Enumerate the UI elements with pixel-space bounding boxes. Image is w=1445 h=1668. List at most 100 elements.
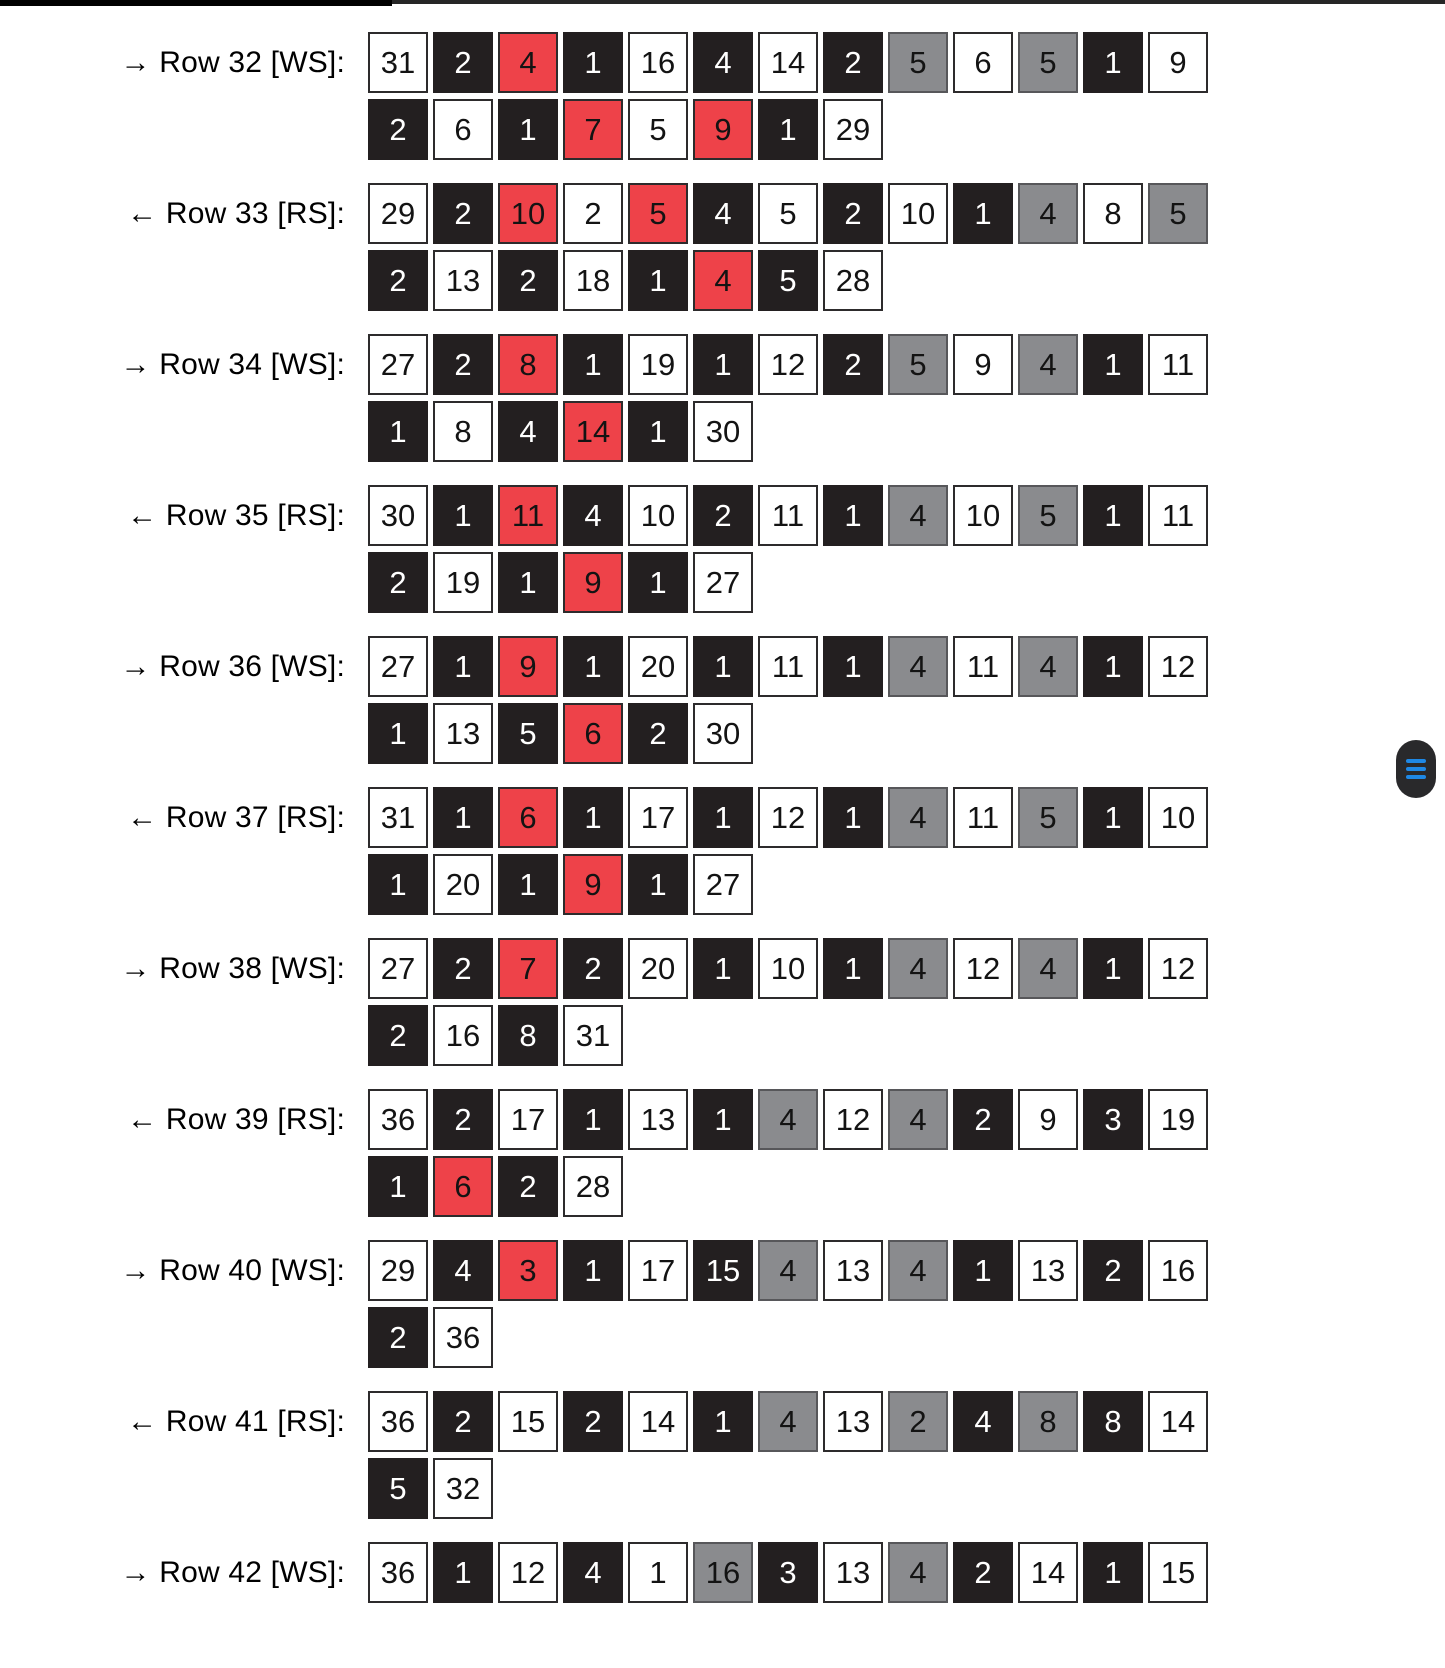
pattern-row: → Row 40 [WS]: 29 4 3 1 17 15 4 13 4 1 13 2 16 2 36: [0, 1240, 1445, 1368]
stitch-cell: 27: [368, 636, 428, 697]
stitch-cell: 13: [628, 1089, 688, 1150]
row-label: ← Row 35 [RS]:: [127, 498, 345, 532]
stitch-cell: 2: [563, 938, 623, 999]
stitch-cell: 6: [433, 1156, 493, 1217]
stitch-cell: 13: [823, 1240, 883, 1301]
stitch-cell: 5: [1018, 32, 1078, 93]
stitch-cell: 4: [888, 1542, 948, 1603]
stitch-cell: 15: [693, 1240, 753, 1301]
stitch-cell: 4: [693, 250, 753, 311]
row-cells: 36 1 12 4 1 16 3 13 4 2 14 1 15: [368, 1542, 1210, 1603]
stitch-cell: 28: [563, 1156, 623, 1217]
stitch-cell: 5: [368, 1458, 428, 1519]
stitch-cell: 12: [758, 787, 818, 848]
stitch-cell: 2: [498, 1156, 558, 1217]
stitch-cell: 1: [563, 32, 623, 93]
stitch-cell: 1: [498, 854, 558, 915]
stitch-cell: 4: [888, 938, 948, 999]
stitch-cell: 9: [1148, 32, 1208, 93]
row-cells: 36 2 15 2 14 1 4 13 2 4 8 8 14 5 32: [368, 1391, 1210, 1519]
stitch-cell: 1: [693, 787, 753, 848]
stitch-cell: 8: [1083, 183, 1143, 244]
stitch-cell: 3: [498, 1240, 558, 1301]
stitch-cell: 5: [628, 183, 688, 244]
pattern-row: ← Row 39 [RS]: 36 2 17 1 13 1 4 12 4 2 9 3 19 1 6 2 28: [0, 1089, 1445, 1217]
stitch-cell: 7: [563, 99, 623, 160]
stitch-cell: 1: [1083, 334, 1143, 395]
pattern-row: → Row 36 [WS]: 27 1 9 1 20 1 11 1 4 11 4 1 12 1 13 5 6 2 30: [0, 636, 1445, 764]
row-cells: 30 1 11 4 10 2 11 1 4 10 5 1 11 2 19 1 9 1 27: [368, 485, 1210, 613]
stitch-cell: 4: [693, 183, 753, 244]
stitch-cell: 1: [563, 636, 623, 697]
stitch-cell: 14: [1018, 1542, 1078, 1603]
stitch-cell: 36: [433, 1307, 493, 1368]
stitch-cell: 4: [888, 636, 948, 697]
stitch-cell: 10: [953, 485, 1013, 546]
stitch-cell: 29: [368, 1240, 428, 1301]
stitch-cell: 1: [953, 1240, 1013, 1301]
stitch-cell: 17: [628, 787, 688, 848]
pattern-row: ← Row 41 [RS]: 36 2 15 2 14 1 4 13 2 4 8 8 14 5 32: [0, 1391, 1445, 1519]
row-label: → Row 36 [WS]:: [120, 649, 345, 683]
row-label: → Row 42 [WS]:: [120, 1555, 345, 1589]
stitch-cell: 12: [1148, 636, 1208, 697]
stitch-cell: 4: [1018, 334, 1078, 395]
stitch-cell: 2: [693, 485, 753, 546]
stitch-cell: 1: [1083, 1542, 1143, 1603]
stitch-cell: 4: [888, 787, 948, 848]
stitch-cell: 19: [628, 334, 688, 395]
stitch-cell: 12: [953, 938, 1013, 999]
row-cells: 36 2 17 1 13 1 4 12 4 2 9 3 19 1 6 2 28: [368, 1089, 1210, 1217]
row-cells: 27 2 8 1 19 1 12 2 5 9 4 1 11 1 8 4 14 1 30: [368, 334, 1210, 462]
stitch-cell: 11: [953, 787, 1013, 848]
stitch-cell: 1: [628, 401, 688, 462]
stitch-cell: 4: [1018, 183, 1078, 244]
stitch-cell: 4: [563, 1542, 623, 1603]
stitch-cell: 2: [433, 183, 493, 244]
stitch-cell: 4: [758, 1391, 818, 1452]
stitch-cell: 1: [433, 485, 493, 546]
stitch-cell: 7: [498, 938, 558, 999]
stitch-cell: 1: [628, 552, 688, 613]
stitch-cell: 28: [823, 250, 883, 311]
row-cells: 27 2 7 2 20 1 10 1 4 12 4 1 12 2 16 8 31: [368, 938, 1210, 1066]
stitch-cell: 27: [368, 938, 428, 999]
stitch-cell: 1: [368, 703, 428, 764]
stitch-cell: 1: [693, 334, 753, 395]
stitch-cell: 1: [693, 636, 753, 697]
pattern-row: ← Row 37 [RS]: 31 1 6 1 17 1 12 1 4 11 5 1 10 1 20 1 9 1 27: [0, 787, 1445, 915]
pattern-row: → Row 34 [WS]: 27 2 8 1 19 1 12 2 5 9 4 1 11 1 8 4 14 1 30: [0, 334, 1445, 462]
stitch-cell: 10: [1148, 787, 1208, 848]
stitch-cell: 9: [563, 552, 623, 613]
stitch-cell: 4: [1018, 636, 1078, 697]
stitch-cell: 1: [563, 1089, 623, 1150]
floating-menu-button[interactable]: [1396, 740, 1436, 798]
stitch-cell: 1: [628, 1542, 688, 1603]
stitch-cell: 32: [433, 1458, 493, 1519]
pattern-row: → Row 38 [WS]: 27 2 7 2 20 1 10 1 4 12 4 1 12 2 16 8 31: [0, 938, 1445, 1066]
stitch-cell: 14: [563, 401, 623, 462]
stitch-cell: 1: [433, 1542, 493, 1603]
stitch-cell: 1: [1083, 787, 1143, 848]
stitch-cell: 1: [563, 334, 623, 395]
stitch-cell: 4: [693, 32, 753, 93]
stitch-cell: 5: [758, 183, 818, 244]
stitch-cell: 10: [888, 183, 948, 244]
stitch-cell: 10: [498, 183, 558, 244]
stitch-cell: 5: [1018, 485, 1078, 546]
stitch-cell: 16: [1148, 1240, 1208, 1301]
stitch-cell: 11: [758, 636, 818, 697]
stitch-cell: 6: [953, 32, 1013, 93]
stitch-cell: 27: [693, 552, 753, 613]
row-cells: 31 1 6 1 17 1 12 1 4 11 5 1 10 1 20 1 9 1 27: [368, 787, 1210, 915]
stitch-cell: 4: [758, 1240, 818, 1301]
stitch-cell: 9: [1018, 1089, 1078, 1150]
stitch-cell: 4: [433, 1240, 493, 1301]
stitch-cell: 1: [563, 787, 623, 848]
stitch-cell: 2: [433, 32, 493, 93]
stitch-cell: 1: [823, 938, 883, 999]
stitch-cell: 1: [433, 636, 493, 697]
stitch-cell: 8: [498, 1005, 558, 1066]
pattern-row: → Row 32 [WS]: 31 2 4 1 16 4 14 2 5 6 5 1 9 2 6 1 7 5 9 1 29: [0, 32, 1445, 160]
stitch-cell: 29: [368, 183, 428, 244]
